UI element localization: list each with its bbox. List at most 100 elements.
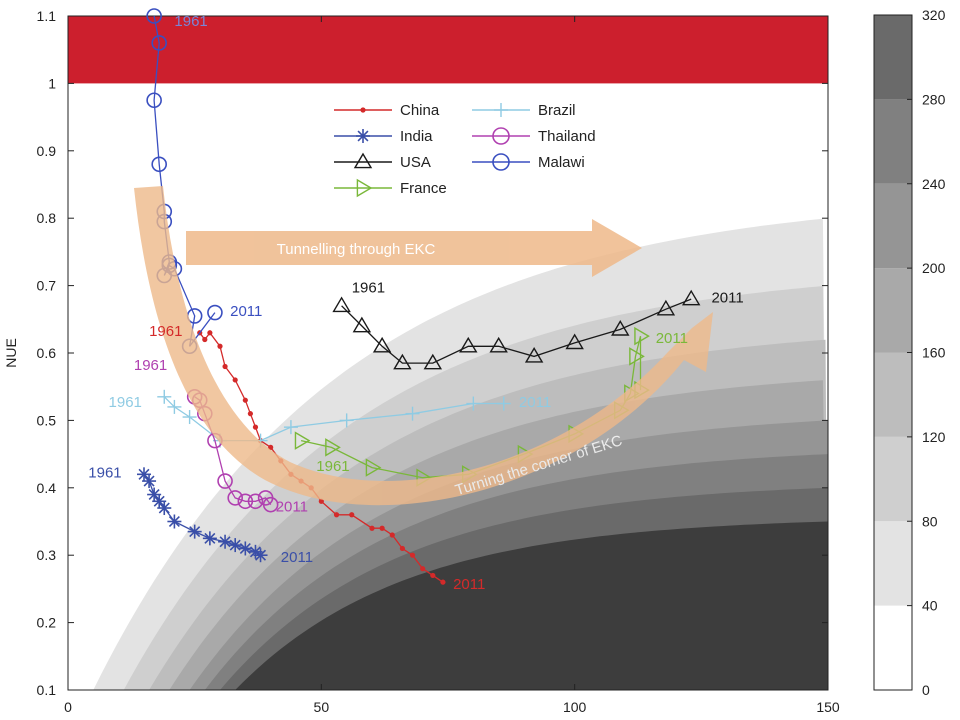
circle-marker [492,127,510,145]
data-point-malawi [207,304,223,321]
data-point-china [202,336,208,343]
triangle-up-marker [372,336,392,353]
circle-marker [151,35,167,51]
data-point-france [629,347,645,366]
star-stroke [189,526,201,538]
triangle-up-marker [423,353,443,370]
data-point-thailand [227,490,243,506]
data-point-brazil [157,389,172,404]
data-point-france [294,431,311,450]
dot-marker [430,572,436,579]
dot-marker [360,107,366,113]
circle-marker [146,8,162,24]
triangle-right-marker [356,178,373,198]
dot-marker [440,579,446,585]
data-point-thailand [247,493,264,510]
star-stroke [168,515,180,528]
triangle-up-marker [393,353,412,370]
year-label-1961: 1961 [352,279,385,296]
data-point-brazil [405,406,420,421]
year-label-1961: 1961 [174,13,207,30]
data-point-china [333,512,340,518]
circle-marker [237,493,254,510]
y-tick-label: 0.4 [37,480,57,496]
circle-marker [227,490,243,506]
data-point-usa [332,296,351,313]
year-annotations: 1961 2011 1961 1961 1961 1961 2011 2011 2011 1961… [88,13,743,593]
series-india [137,467,268,563]
legend-item-usa: USA [334,152,431,171]
triangle-up-marker [611,320,630,336]
year-label-2011: 2011 [656,330,688,347]
year-label-1961: 1961 [88,465,121,482]
data-point-china [242,397,248,403]
data-point-india [218,534,233,549]
data-point-india [187,524,202,539]
legend-swatch-marker [356,129,370,143]
colorbar-segment-160 [874,268,912,353]
colorbar-tick-label: 320 [922,7,946,23]
year-label-2011: 2011 [281,549,313,566]
legend-item-thailand: Thailand [472,127,596,145]
year-label-2011: 2011 [519,394,551,411]
data-point-india [253,548,268,563]
year-label-1961: 1961 [134,357,167,374]
colorbar-segment-240 [874,99,912,184]
data-point-usa [352,316,372,333]
data-point-china [268,444,274,450]
data-point-thailand [217,473,233,489]
year-label-2011: 2011 [453,576,485,593]
dot-marker [420,566,426,572]
dot-marker [369,525,375,531]
star-stroke [158,502,170,514]
triangle-up-marker [459,336,478,353]
colorbar-segment-200 [874,183,912,269]
legend-swatch-marker [353,152,373,169]
data-point-usa [656,299,676,316]
colorbar-tick-label: 200 [922,260,946,276]
y-tick-label: 0.1 [37,682,57,698]
data-point-brazil [283,420,298,435]
data-point-france [325,438,341,457]
y-tick-label: 0.2 [37,615,57,631]
legend-item-malawi: Malawi [472,153,585,171]
data-point-china [379,525,385,531]
data-point-china [409,552,416,558]
data-point-china [232,377,238,383]
triangle-up-marker [524,346,544,363]
legend-label: USA [400,154,431,171]
dot-marker [222,363,228,370]
dot-marker [207,330,213,336]
legend-swatch-marker [492,127,510,145]
dot-marker [247,411,253,417]
star-stroke [148,489,160,501]
data-point-india [202,531,217,546]
x-tick-label: 0 [64,699,72,715]
y-tick-label: 0.3 [37,547,57,563]
data-point-china [222,363,228,370]
dot-marker [379,525,385,531]
triangle-up-marker [489,336,508,353]
data-point-usa [611,320,630,336]
tunnelling-arrow-label: Tunnelling through EKC [277,241,436,258]
star-stroke [255,549,267,561]
data-point-china [318,498,324,504]
triangle-up-marker [681,289,701,306]
data-point-malawi [151,156,167,173]
circle-marker [217,473,233,489]
data-point-china [207,330,213,336]
y-tick-label: 1.1 [37,8,57,24]
data-point-france [634,326,650,346]
series-line-brazil [163,396,504,442]
data-point-usa [681,289,701,306]
year-label-1961: 1961 [149,323,182,340]
series-brazil [157,389,511,448]
data-point-china [420,566,426,572]
data-point-thailand [262,496,279,513]
triangle-up-marker [332,296,351,313]
star-stroke [153,495,165,507]
data-point-india [167,514,182,529]
triangle-up-marker [353,152,373,169]
data-point-india [228,538,243,553]
colorbar-segment-120 [874,352,912,437]
